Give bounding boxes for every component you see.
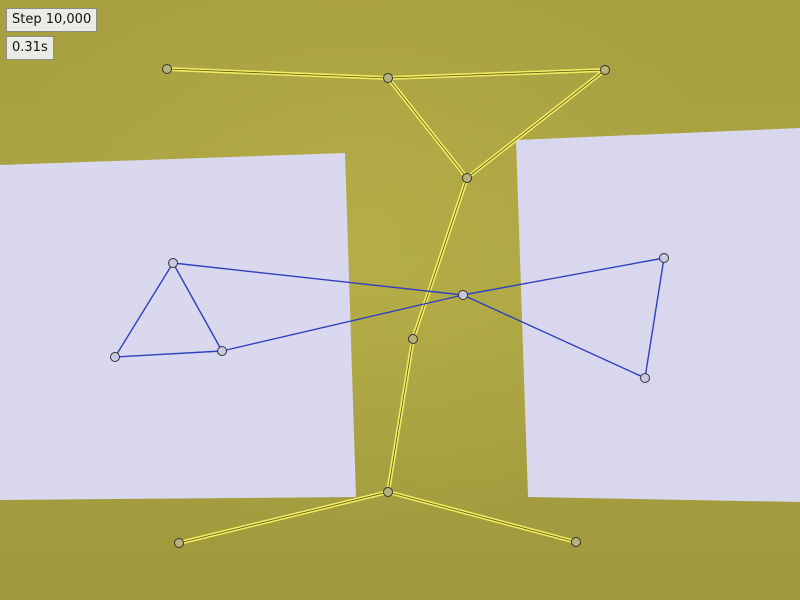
blue-link-tri-left-c (172, 262, 223, 352)
blue-link-cross (221, 294, 464, 352)
joint-node[interactable] (659, 253, 669, 263)
blue-joint-nodes (110, 253, 669, 383)
joint-node[interactable] (408, 334, 418, 344)
joint-node[interactable] (640, 373, 650, 383)
joint-node[interactable] (458, 290, 468, 300)
blue-link-tri-left-a (114, 262, 174, 358)
joint-node[interactable] (383, 73, 393, 83)
left-paper-sheet (0, 153, 356, 500)
step-counter: Step 10,000 (6, 8, 98, 32)
joint-node[interactable] (110, 352, 120, 362)
joint-node[interactable] (162, 64, 172, 74)
joint-node[interactable] (462, 173, 472, 183)
joint-node[interactable] (217, 346, 227, 356)
yellow-link-centerlines (166, 68, 606, 544)
joint-nodes (162, 64, 610, 548)
joint-node[interactable] (571, 537, 581, 547)
yellow-figure-links (165, 67, 607, 545)
blue-link-top (172, 262, 464, 296)
elapsed-time: 0.31s (6, 36, 54, 60)
right-paper-sheet (516, 128, 800, 502)
blue-figure-links (114, 257, 665, 379)
joint-node[interactable] (174, 538, 184, 548)
blue-link-tri-left-b (114, 350, 223, 358)
joint-node[interactable] (383, 487, 393, 497)
blue-link-right-top (462, 257, 665, 296)
joint-node[interactable] (168, 258, 178, 268)
joint-node[interactable] (600, 65, 610, 75)
blue-link-right-edge (644, 257, 665, 379)
blue-link-right-bottom (462, 294, 646, 379)
